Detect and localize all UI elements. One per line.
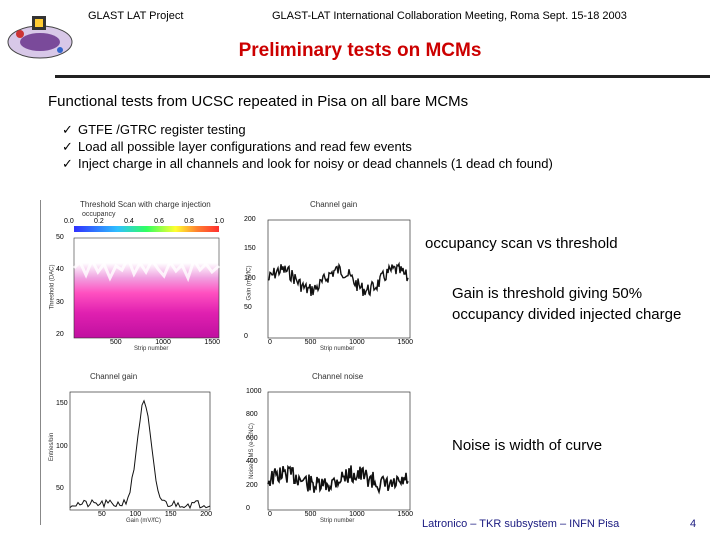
figure-border [40, 200, 41, 525]
x-axis-ticks: 0 500 1000 1500 [268, 339, 413, 346]
title-divider [55, 75, 710, 78]
x-axis-label: Strip number [320, 346, 355, 352]
gain-histogram-plot: Channel gain 150 100 50 50 100 150 200 G… [49, 372, 215, 524]
note-noise: Noise is width of curve [452, 437, 603, 454]
colorbar-ticks: 0.0 0.2 0.4 0.6 0.8 1.0 [64, 218, 224, 225]
header-meeting: GLAST-LAT International Collaboration Me… [272, 10, 627, 22]
checkmark-icon: ✓ [62, 122, 73, 137]
noise-trace [267, 464, 409, 495]
plot-title: Channel noise [312, 372, 364, 381]
x-axis-ticks: 500 1000 1500 [110, 339, 220, 346]
x-axis-ticks: 50 100 150 200 [98, 511, 212, 518]
x-axis-label: Strip number [320, 518, 355, 524]
bullet-item: ✓ Inject charge in all channels and look … [62, 156, 553, 171]
gain-trace [267, 261, 409, 297]
y-axis-label: Noise RMS (e- ENC) [248, 423, 255, 479]
plot-title: Channel gain [310, 200, 358, 209]
note-gain: Gain is threshold giving 50% occupancy d… [452, 285, 682, 323]
footer-author: Latronico – TKR subsystem – INFN Pisa [422, 518, 620, 530]
plot-title: Channel gain [90, 372, 138, 381]
slide-title: Preliminary tests on MCMs [238, 40, 482, 61]
note-occupancy: occupancy scan vs threshold [425, 235, 618, 252]
channel-gain-plot: Channel gain 200 150 100 50 0 0 500 1000… [244, 200, 415, 352]
y-axis-ticks: 1000 800 600 400 200 0 [246, 388, 262, 512]
threshold-scan-plot: Threshold Scan with charge injection [50, 200, 242, 352]
plot-title: Threshold Scan with charge injection [80, 200, 211, 209]
header-project: GLAST LAT Project [88, 10, 184, 22]
y-axis-label: Entries/bin [49, 432, 56, 462]
x-axis-label: Strip number [134, 346, 169, 352]
bullet-item: ✓ Load all possible layer configurations … [62, 139, 412, 154]
bullet-item: ✓ GTFE /GTRC register testing [62, 122, 246, 137]
glast-logo [4, 12, 74, 64]
y-axis-label: Gain (mV/fC) [246, 265, 253, 301]
x-axis-ticks: 0 500 1000 1500 [268, 511, 413, 518]
y-axis-ticks: 50 40 30 20 [56, 234, 64, 338]
colorbar-label: occupancy [82, 211, 116, 218]
x-axis-label: Gain (mV/fC) [126, 518, 162, 524]
bullet-list: ✓ GTFE /GTRC register testing ✓ Load all p… [62, 121, 553, 172]
checkmark-icon: ✓ [62, 156, 73, 171]
y-axis-ticks: 200 150 100 50 0 [244, 216, 256, 340]
histogram-trace [69, 399, 211, 510]
y-axis-label: Threshold (DAC) [49, 264, 56, 310]
slide-subtitle: Functional tests from UCSC repeated in P… [48, 93, 469, 110]
checkmark-icon: ✓ [62, 139, 73, 154]
channel-noise-plot: Channel noise 1000 800 600 400 200 0 0 5… [246, 372, 415, 524]
y-axis-ticks: 150 100 50 [56, 400, 68, 492]
page-number: 4 [690, 518, 697, 530]
